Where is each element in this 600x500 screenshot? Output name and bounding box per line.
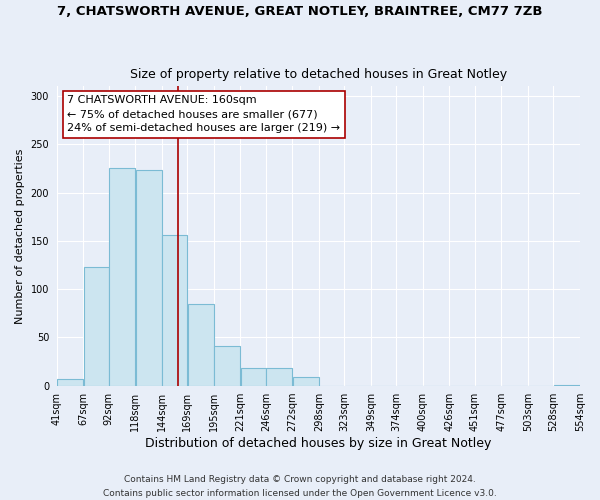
Bar xyxy=(136,170,161,386)
Bar xyxy=(109,168,135,386)
Y-axis label: Number of detached properties: Number of detached properties xyxy=(15,148,25,324)
Bar xyxy=(266,368,292,386)
Bar xyxy=(293,377,319,386)
Text: 7, CHATSWORTH AVENUE, GREAT NOTLEY, BRAINTREE, CM77 7ZB: 7, CHATSWORTH AVENUE, GREAT NOTLEY, BRAI… xyxy=(57,5,543,18)
Bar xyxy=(241,368,266,386)
Bar xyxy=(162,235,187,386)
Bar xyxy=(83,267,109,386)
Text: Contains HM Land Registry data © Crown copyright and database right 2024.
Contai: Contains HM Land Registry data © Crown c… xyxy=(103,476,497,498)
X-axis label: Distribution of detached houses by size in Great Notley: Distribution of detached houses by size … xyxy=(145,437,491,450)
Bar xyxy=(554,384,580,386)
Bar xyxy=(214,346,240,386)
Bar xyxy=(57,379,83,386)
Title: Size of property relative to detached houses in Great Notley: Size of property relative to detached ho… xyxy=(130,68,507,81)
Text: 7 CHATSWORTH AVENUE: 160sqm
← 75% of detached houses are smaller (677)
24% of se: 7 CHATSWORTH AVENUE: 160sqm ← 75% of det… xyxy=(67,96,340,134)
Bar xyxy=(188,304,214,386)
